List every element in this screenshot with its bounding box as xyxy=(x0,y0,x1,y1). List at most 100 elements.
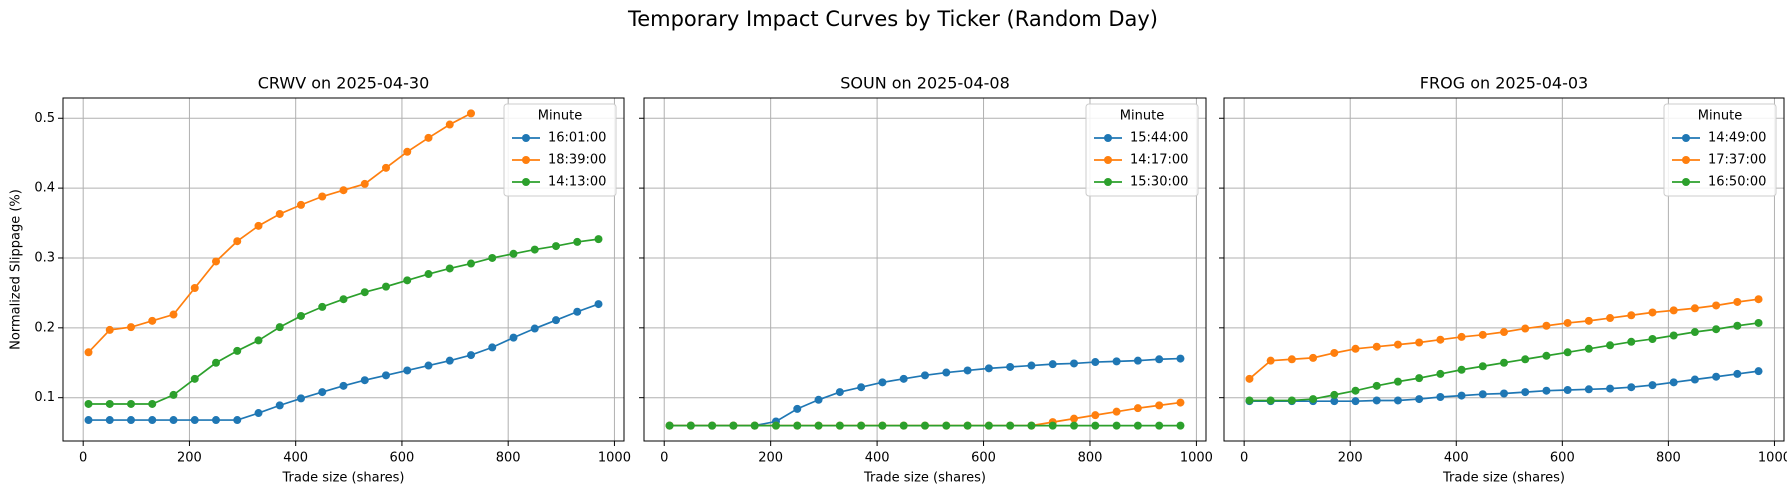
data-point xyxy=(127,323,135,332)
data-point xyxy=(84,348,93,357)
data-point xyxy=(1521,355,1530,364)
data-point xyxy=(1393,396,1402,405)
data-point xyxy=(921,371,929,380)
data-point xyxy=(148,416,157,425)
x-tick-label: 400 xyxy=(283,451,308,466)
legend-marker xyxy=(522,134,530,142)
data-point xyxy=(1563,318,1572,327)
legend-label: 14:13:00 xyxy=(548,175,606,190)
data-point xyxy=(1606,341,1615,350)
data-point xyxy=(750,421,759,430)
data-point xyxy=(771,421,780,430)
data-point xyxy=(275,401,284,410)
data-point xyxy=(878,378,887,387)
subplot-title: SOUN on 2025-04-08 xyxy=(840,74,1010,93)
data-point xyxy=(1500,328,1508,337)
legend-label: 16:01:00 xyxy=(548,131,606,146)
data-point xyxy=(190,416,199,425)
data-point xyxy=(467,259,475,268)
data-point xyxy=(1542,386,1551,395)
data-point xyxy=(1754,367,1763,376)
data-point xyxy=(1112,407,1121,416)
data-point xyxy=(1733,321,1742,330)
legend-marker xyxy=(522,178,530,186)
data-point xyxy=(1436,369,1445,378)
data-point xyxy=(1712,301,1721,310)
data-point xyxy=(1070,421,1079,430)
data-point xyxy=(1521,388,1530,397)
data-point xyxy=(1372,342,1381,351)
data-point xyxy=(984,364,993,373)
data-point xyxy=(1176,398,1185,407)
data-point xyxy=(1606,384,1615,393)
y-tick-label: 0.3 xyxy=(34,250,55,265)
data-point xyxy=(530,324,539,333)
legend-marker xyxy=(1682,178,1690,186)
x-tick-label: 200 xyxy=(758,451,783,466)
data-point xyxy=(169,416,178,425)
data-point xyxy=(984,421,993,430)
legend-title: Minute xyxy=(538,109,582,124)
data-point xyxy=(1712,372,1721,381)
series-line xyxy=(669,357,1181,427)
x-tick-label: 800 xyxy=(1078,451,1103,466)
data-point xyxy=(1091,358,1100,367)
data-point xyxy=(360,376,369,385)
data-point xyxy=(1521,324,1530,333)
data-point xyxy=(1606,314,1615,323)
data-point xyxy=(169,310,178,319)
data-point xyxy=(339,186,348,195)
subplot-title: FROG on 2025-04-03 xyxy=(1420,74,1588,93)
data-point xyxy=(403,276,412,285)
data-point xyxy=(686,421,695,430)
data-point xyxy=(254,221,263,230)
data-point xyxy=(1287,396,1296,405)
data-point xyxy=(1133,356,1142,365)
figure-title: Temporary Impact Curves by Ticker (Rando… xyxy=(627,7,1158,31)
data-point xyxy=(1027,421,1036,430)
data-point xyxy=(445,356,454,365)
x-tick-label: 400 xyxy=(1444,451,1469,466)
data-point xyxy=(445,120,454,129)
data-point xyxy=(275,209,284,218)
data-point xyxy=(1070,359,1079,368)
legend-label: 14:17:00 xyxy=(1130,153,1188,168)
data-point xyxy=(148,316,157,325)
data-point xyxy=(509,249,518,258)
data-point xyxy=(1500,358,1508,367)
data-point xyxy=(424,361,433,370)
legend-label: 15:44:00 xyxy=(1130,131,1188,146)
data-point xyxy=(403,366,412,375)
data-point xyxy=(1669,306,1678,315)
x-tick-label: 800 xyxy=(1656,451,1681,466)
data-point xyxy=(1266,396,1275,405)
data-point xyxy=(212,257,220,266)
data-point xyxy=(233,416,242,425)
data-point xyxy=(1584,344,1593,353)
legend-title: Minute xyxy=(1698,109,1742,124)
data-point xyxy=(594,300,603,309)
data-point xyxy=(1648,381,1657,390)
data-point xyxy=(1627,311,1636,320)
data-point xyxy=(1351,386,1360,395)
data-point xyxy=(1393,377,1402,386)
data-point xyxy=(445,264,454,273)
data-point xyxy=(509,333,518,342)
data-point xyxy=(921,421,929,430)
x-tick-label: 0 xyxy=(79,451,87,466)
data-point xyxy=(467,109,475,118)
data-point xyxy=(1563,348,1572,357)
data-point xyxy=(1330,390,1339,399)
data-point xyxy=(1648,308,1657,317)
series-line xyxy=(88,303,599,421)
legend-box xyxy=(503,103,617,197)
data-point xyxy=(708,421,717,430)
data-point xyxy=(1091,421,1100,430)
data-point xyxy=(1457,332,1466,341)
data-point xyxy=(793,404,802,413)
data-point xyxy=(297,200,305,209)
series-line xyxy=(1248,298,1759,380)
legend-title: Minute xyxy=(1120,109,1164,124)
data-point xyxy=(1309,353,1318,362)
